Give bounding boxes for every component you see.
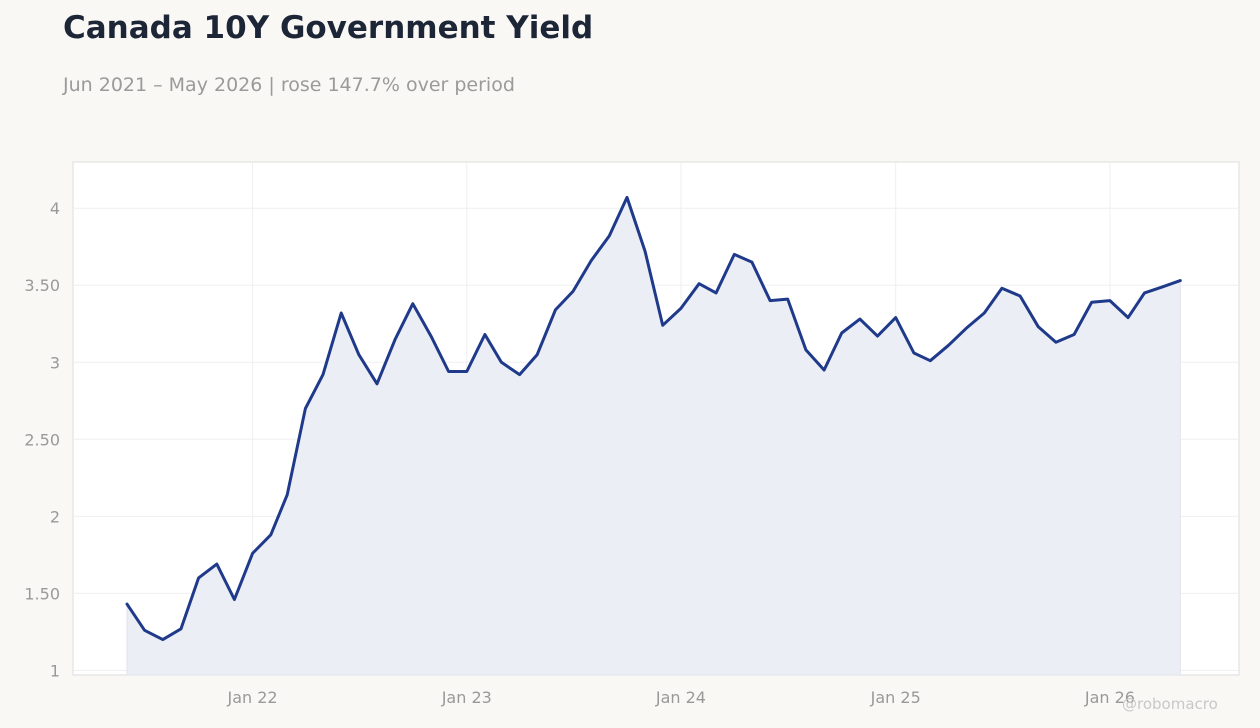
data-point <box>251 551 255 555</box>
y-tick-label: 3 <box>50 353 60 372</box>
data-point <box>714 291 718 295</box>
watermark: @robomacro <box>1122 695 1218 713</box>
data-point <box>429 334 433 338</box>
data-point <box>393 337 397 341</box>
data-point <box>1161 285 1165 289</box>
y-tick-label: 1.50 <box>24 584 60 603</box>
data-point <box>553 308 557 312</box>
data-point <box>876 334 880 338</box>
data-point <box>215 562 219 566</box>
data-point <box>750 260 754 264</box>
data-point <box>1054 340 1058 344</box>
data-point <box>1090 300 1094 304</box>
data-point <box>858 317 862 321</box>
data-point <box>321 373 325 377</box>
data-point <box>447 370 451 374</box>
data-point <box>535 353 539 357</box>
y-tick-label: 1 <box>50 661 60 680</box>
data-point <box>643 249 647 253</box>
data-point <box>1072 333 1076 337</box>
data-point <box>375 382 379 386</box>
data-point <box>607 234 611 238</box>
data-point <box>269 533 273 537</box>
data-point <box>411 302 415 306</box>
data-point <box>804 348 808 352</box>
data-point <box>912 351 916 355</box>
chart-title: Canada 10Y Government Yield <box>63 10 594 46</box>
data-point <box>928 359 932 363</box>
y-axis-tick-labels: 1 1.50 2 2.50 3 3.50 4 <box>24 199 60 680</box>
data-point <box>571 289 575 293</box>
data-point <box>1143 291 1147 295</box>
data-point <box>518 373 522 377</box>
data-point <box>1036 325 1040 329</box>
data-point <box>499 360 503 364</box>
data-point <box>840 331 844 335</box>
data-point <box>161 638 165 642</box>
data-point <box>1018 294 1022 298</box>
data-point <box>822 368 826 372</box>
data-point <box>964 326 968 330</box>
data-point <box>697 282 701 286</box>
data-point <box>661 323 665 327</box>
data-point <box>357 353 361 357</box>
y-tick-label: 4 <box>50 199 60 218</box>
data-point <box>1178 279 1182 283</box>
data-point <box>625 195 629 199</box>
data-point <box>483 333 487 337</box>
data-point <box>197 576 201 580</box>
data-point <box>982 311 986 315</box>
data-point <box>1126 316 1130 320</box>
data-point <box>1108 299 1112 303</box>
x-tick-label: Jan 22 <box>227 688 278 707</box>
data-point <box>1000 286 1004 290</box>
y-tick-label: 3.50 <box>24 276 60 295</box>
x-tick-label: Jan 24 <box>655 688 706 707</box>
data-point <box>465 370 469 374</box>
data-point <box>679 306 683 310</box>
data-point <box>232 598 236 602</box>
y-tick-label: 2.50 <box>24 430 60 449</box>
data-point <box>339 311 343 315</box>
yield-series-line <box>125 195 1182 642</box>
data-point <box>143 628 147 632</box>
data-point <box>125 602 129 606</box>
data-point <box>947 343 951 347</box>
y-tick-label: 2 <box>50 507 60 526</box>
data-point <box>179 627 183 631</box>
x-tick-label: Jan 26 <box>1084 688 1135 707</box>
chart-subtitle: Jun 2021 – May 2026 | rose 147.7% over p… <box>63 74 515 96</box>
data-point <box>768 299 772 303</box>
data-point <box>894 316 898 320</box>
data-point <box>303 407 307 411</box>
x-axis-tick-labels: Jan 22 Jan 23 Jan 24 Jan 25 Jan 26 <box>227 688 1135 707</box>
data-point <box>589 259 593 263</box>
data-point <box>786 297 790 301</box>
x-tick-label: Jan 23 <box>441 688 492 707</box>
x-tick-label: Jan 25 <box>870 688 921 707</box>
data-point <box>285 493 289 497</box>
data-point <box>732 252 736 256</box>
